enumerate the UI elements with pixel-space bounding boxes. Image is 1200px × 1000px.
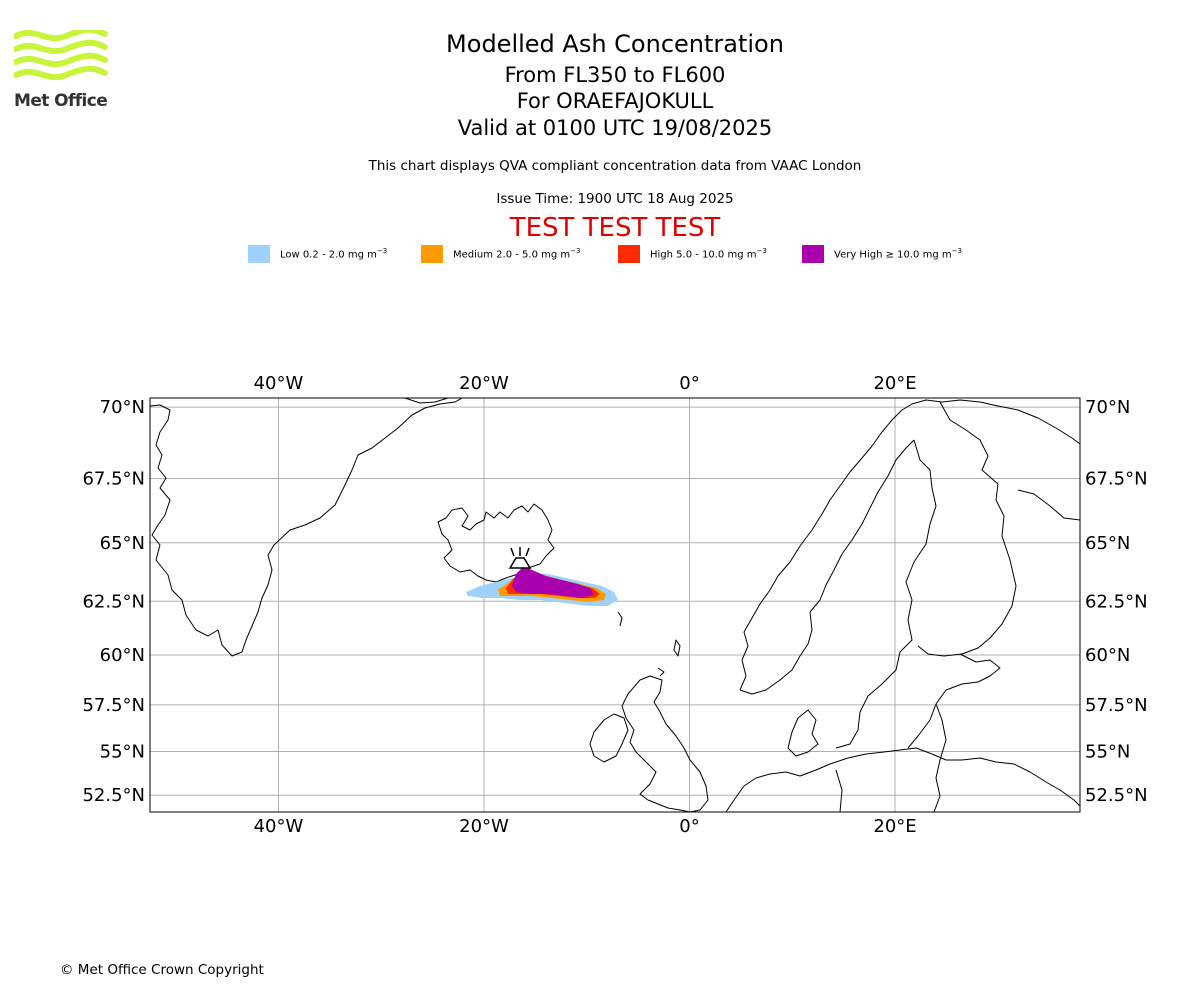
flight-levels: From FL350 to FL600 bbox=[504, 63, 726, 87]
border-east bbox=[933, 703, 947, 812]
legend-swatch-high bbox=[618, 245, 640, 263]
volcano-name: For ORAEFAJOKULL bbox=[516, 89, 714, 113]
logo-text: Met Office bbox=[14, 91, 108, 111]
legend-swatch-low bbox=[248, 245, 270, 263]
lon-tick-bottom-3: 20°E bbox=[873, 816, 916, 837]
valid-time: Valid at 0100 UTC 19/08/2025 bbox=[457, 116, 773, 140]
lon-tick-bottom-2: 0° bbox=[679, 816, 699, 837]
graticule bbox=[150, 398, 1080, 812]
lon-tick-bottom-1: 20°W bbox=[459, 816, 509, 837]
lat-tick-right-1: 67.5°N bbox=[1085, 469, 1148, 490]
ash-area-very-high bbox=[512, 566, 594, 598]
lat-tick-right-3: 62.5°N bbox=[1085, 591, 1148, 612]
coastline-gulf-of-bothnia bbox=[835, 439, 937, 749]
coastline-orkney bbox=[657, 667, 665, 677]
lon-tick-top-0: 40°W bbox=[254, 373, 304, 394]
lat-tick-right-0: 70°N bbox=[1085, 397, 1130, 418]
legend-label-medium: Medium 2.0 - 5.0 mg m−3 bbox=[453, 247, 581, 261]
ash-plume bbox=[466, 566, 618, 606]
coastline-finland bbox=[917, 401, 1017, 657]
coastline-denmark bbox=[787, 709, 819, 757]
lat-tick-left-1: 67.5°N bbox=[82, 469, 145, 490]
coastline-faroes bbox=[617, 611, 623, 627]
coastline-continental-europe bbox=[725, 747, 1080, 812]
lat-tick-left-5: 57.5°N bbox=[82, 695, 145, 716]
lat-tick-left-7: 52.5°N bbox=[82, 785, 145, 806]
coastline-ireland bbox=[589, 713, 629, 763]
legend-label-high: High 5.0 - 10.0 mg m−3 bbox=[650, 247, 767, 261]
lat-tick-left-4: 60°N bbox=[100, 645, 145, 666]
lat-tick-right-5: 57.5°N bbox=[1085, 695, 1148, 716]
volcano-icon bbox=[508, 547, 532, 569]
coastline-scandinavia bbox=[739, 399, 1080, 691]
coastline-greenland bbox=[150, 398, 463, 657]
legend-label-very-high: Very High ≥ 10.0 mg m−3 bbox=[834, 247, 962, 261]
lat-tick-left-2: 65°N bbox=[100, 533, 145, 554]
test-banner: TEST TEST TEST bbox=[509, 213, 721, 243]
chart-description: This chart displays QVA compliant concen… bbox=[368, 158, 862, 174]
chart-title: Modelled Ash Concentration bbox=[446, 30, 784, 58]
lat-tick-right-7: 52.5°N bbox=[1085, 785, 1148, 806]
legend-swatch-medium bbox=[421, 245, 443, 263]
lon-tick-top-3: 20°E bbox=[873, 373, 916, 394]
lon-tick-bottom-0: 40°W bbox=[254, 816, 304, 837]
coastline-norway-south bbox=[739, 611, 813, 695]
met-office-waves-icon bbox=[13, 26, 108, 81]
lat-tick-right-4: 60°N bbox=[1085, 645, 1130, 666]
met-office-logo: Met Office bbox=[13, 26, 109, 112]
lat-tick-right-2: 65°N bbox=[1085, 533, 1130, 554]
lon-tick-top-2: 0° bbox=[679, 373, 699, 394]
map-frame bbox=[149, 397, 1081, 813]
lon-tick-top-1: 20°W bbox=[459, 373, 509, 394]
lat-tick-left-3: 62.5°N bbox=[82, 591, 145, 612]
coastline-greenland-north bbox=[404, 398, 449, 404]
legend-label-low: Low 0.2 - 2.0 mg m−3 bbox=[280, 247, 388, 261]
copyright-notice: © Met Office Crown Copyright bbox=[60, 962, 264, 978]
legend-swatch-very-high bbox=[802, 245, 824, 263]
coastlines bbox=[150, 398, 1080, 812]
lat-tick-left-6: 55°N bbox=[100, 741, 145, 762]
coastline-iceland bbox=[437, 503, 555, 583]
border-norway-sweden bbox=[809, 439, 915, 613]
issue-time: Issue Time: 1900 UTC 18 Aug 2025 bbox=[496, 191, 734, 207]
coastline-great-britain bbox=[621, 675, 709, 812]
coastline-kola bbox=[1017, 489, 1080, 521]
coastline-baltics bbox=[907, 653, 1001, 749]
lat-tick-left-0: 70°N bbox=[100, 397, 145, 418]
coastline-shetland bbox=[673, 639, 681, 657]
lat-tick-right-6: 55°N bbox=[1085, 741, 1130, 762]
border-poland bbox=[835, 769, 843, 812]
